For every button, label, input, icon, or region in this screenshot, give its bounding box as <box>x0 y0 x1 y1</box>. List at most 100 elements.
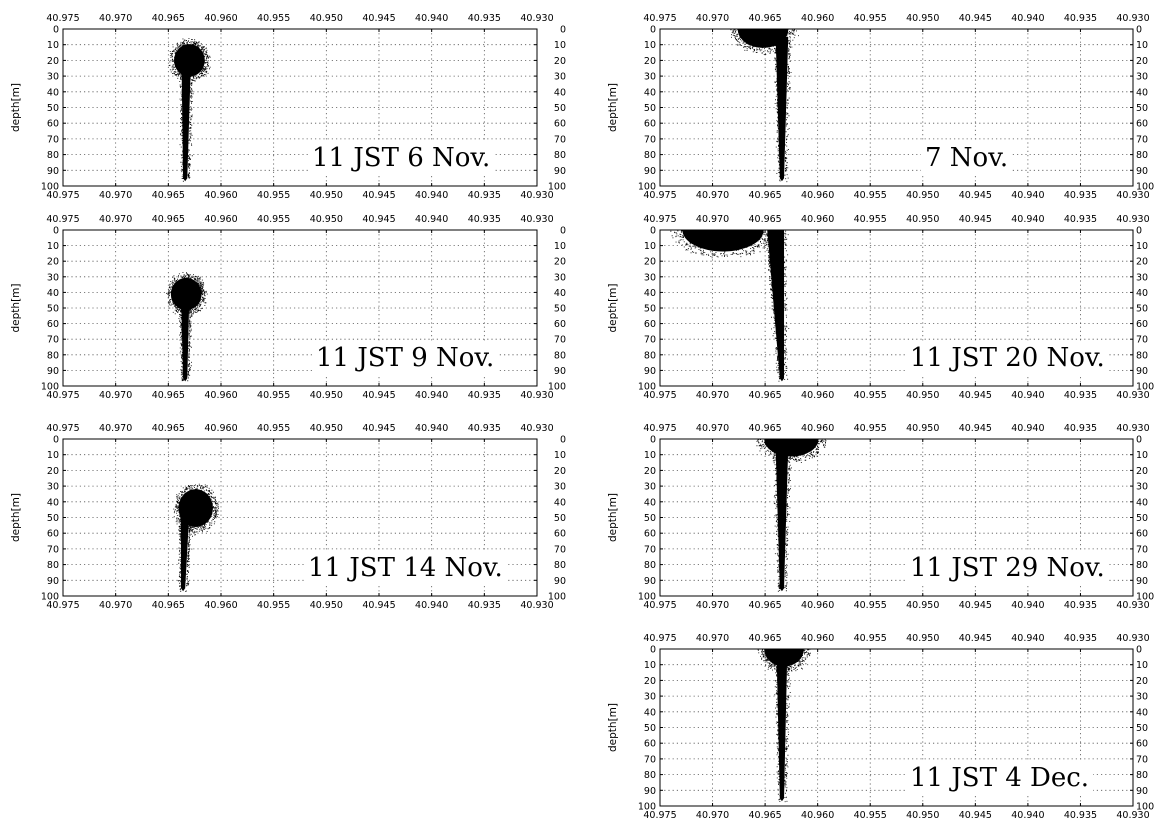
x-tick-label-top: 40.965 <box>748 214 781 225</box>
x-tick-label-bottom: 40.930 <box>520 190 553 201</box>
y-tick-label-right: 60 <box>554 319 566 330</box>
y-tick-label-right: 0 <box>560 435 566 446</box>
x-tick-label-bottom: 40.970 <box>99 600 132 611</box>
particle-stem-scatter <box>177 511 193 592</box>
y-tick-label-right: 100 <box>548 592 566 603</box>
x-tick-label-bottom: 40.930 <box>520 600 553 611</box>
x-tick-label-top: 40.950 <box>310 214 343 225</box>
particle-cloud <box>166 272 208 382</box>
y-tick-label-right: 30 <box>1136 272 1148 283</box>
y-tick-label-left: 60 <box>644 119 656 130</box>
x-tick-label-bottom: 40.935 <box>1064 190 1097 201</box>
y-tick-label-left: 30 <box>47 272 59 283</box>
y-tick-label-right: 0 <box>1136 25 1142 36</box>
particle-halo <box>168 38 211 84</box>
y-tick-label-left: 20 <box>644 466 656 477</box>
y-tick-label-left: 60 <box>47 529 59 540</box>
x-tick-label-bottom: 40.965 <box>748 190 781 201</box>
x-tick-label-bottom: 40.950 <box>906 600 939 611</box>
y-tick-label-right: 30 <box>554 72 566 83</box>
y-tick-label-left: 80 <box>644 560 656 571</box>
x-tick-label-top: 40.965 <box>152 214 185 225</box>
x-tick-label-bottom: 40.940 <box>1011 190 1044 201</box>
x-tick-label-top: 40.950 <box>310 13 343 24</box>
x-tick-label-top: 40.930 <box>520 13 553 24</box>
x-tick-label-top: 40.940 <box>415 13 448 24</box>
x-tick-label-bottom: 40.965 <box>748 390 781 401</box>
y-tick-label-left: 80 <box>47 350 59 361</box>
y-tick-label-left: 90 <box>644 166 656 177</box>
panel-label-background <box>906 341 1109 375</box>
y-tick-label-right: 70 <box>1136 335 1148 346</box>
x-tick-label-top: 40.935 <box>1064 214 1097 225</box>
y-tick-label-left: 40 <box>644 87 656 98</box>
y-tick-label-right: 30 <box>1136 72 1148 83</box>
x-tick-label-bottom: 40.955 <box>257 390 290 401</box>
x-tick-label-top: 40.960 <box>801 214 834 225</box>
y-tick-label-right: 70 <box>1136 754 1148 765</box>
x-tick-label-bottom: 40.965 <box>152 390 185 401</box>
x-tick-label-bottom: 40.945 <box>362 190 395 201</box>
x-tick-label-bottom: 40.970 <box>696 600 729 611</box>
x-tick-label-top: 40.945 <box>362 423 395 434</box>
y-tick-label-right: 80 <box>1136 770 1148 781</box>
x-tick-label-top: 40.975 <box>46 214 79 225</box>
x-tick-label-top: 40.955 <box>854 13 887 24</box>
x-tick-label-bottom: 40.960 <box>204 600 237 611</box>
panel-label-background <box>304 551 507 585</box>
x-tick-label-bottom: 40.940 <box>1011 600 1044 611</box>
y-tick-label-right: 70 <box>1136 544 1148 555</box>
y-tick-label-left: 50 <box>47 304 59 315</box>
y-tick-label-right: 30 <box>1136 692 1148 703</box>
x-tick-label-top: 40.935 <box>1064 633 1097 644</box>
y-tick-label-left: 60 <box>47 319 59 330</box>
x-tick-label-top: 40.965 <box>748 13 781 24</box>
chart-panel-left-3: 40.975 40.975 40.970 40.970 40.965 40.965 40.9… <box>10 423 566 611</box>
y-tick-label-left: 0 <box>650 645 656 656</box>
x-tick-label-top: 40.945 <box>959 633 992 644</box>
x-tick-label-bottom: 40.950 <box>906 390 939 401</box>
y-tick-label-left: 10 <box>47 40 59 51</box>
particle-halo <box>757 649 811 674</box>
y-tick-label-left: 30 <box>644 482 656 493</box>
y-tick-label-right: 30 <box>554 272 566 283</box>
x-tick-label-top: 40.960 <box>801 13 834 24</box>
x-tick-label-top: 40.955 <box>854 633 887 644</box>
x-tick-label-bottom: 40.955 <box>854 600 887 611</box>
y-tick-label-right: 50 <box>1136 513 1148 524</box>
x-tick-label-bottom: 40.950 <box>310 190 343 201</box>
particle-stem-scatter <box>773 657 791 803</box>
particle-halo <box>173 483 219 536</box>
x-tick-label-bottom: 40.945 <box>959 810 992 821</box>
y-tick-label-left: 90 <box>644 786 656 797</box>
y-tick-label-left: 70 <box>47 134 59 145</box>
y-tick-label-left: 0 <box>650 25 656 36</box>
y-tick-label-right: 90 <box>1136 366 1148 377</box>
x-tick-label-bottom: 40.965 <box>152 600 185 611</box>
y-tick-label-right: 60 <box>554 529 566 540</box>
particle-cloud <box>757 649 811 803</box>
y-tick-label-left: 80 <box>644 350 656 361</box>
x-tick-label-top: 40.945 <box>362 214 395 225</box>
y-tick-label-right: 60 <box>1136 319 1148 330</box>
y-axis-label: depth[m] <box>607 703 619 752</box>
x-tick-label-bottom: 40.930 <box>520 390 553 401</box>
y-tick-label-left: 100 <box>41 182 59 193</box>
x-tick-label-bottom: 40.940 <box>415 600 448 611</box>
y-tick-label-right: 70 <box>554 335 566 346</box>
x-tick-label-top: 40.970 <box>696 633 729 644</box>
particle-cloud <box>168 38 211 182</box>
x-tick-label-bottom: 40.955 <box>854 190 887 201</box>
y-tick-label-left: 0 <box>650 226 656 237</box>
panel-date-label: 11 JST 4 Dec. <box>910 763 1089 793</box>
x-tick-label-top: 40.960 <box>801 423 834 434</box>
x-tick-label-bottom: 40.975 <box>46 600 79 611</box>
particle-head <box>170 277 202 311</box>
y-tick-label-left: 70 <box>47 335 59 346</box>
y-tick-label-left: 60 <box>644 319 656 330</box>
x-tick-label-top: 40.950 <box>906 633 939 644</box>
y-tick-label-left: 100 <box>638 802 656 813</box>
panel-label-background <box>906 761 1094 795</box>
y-tick-label-left: 50 <box>644 513 656 524</box>
